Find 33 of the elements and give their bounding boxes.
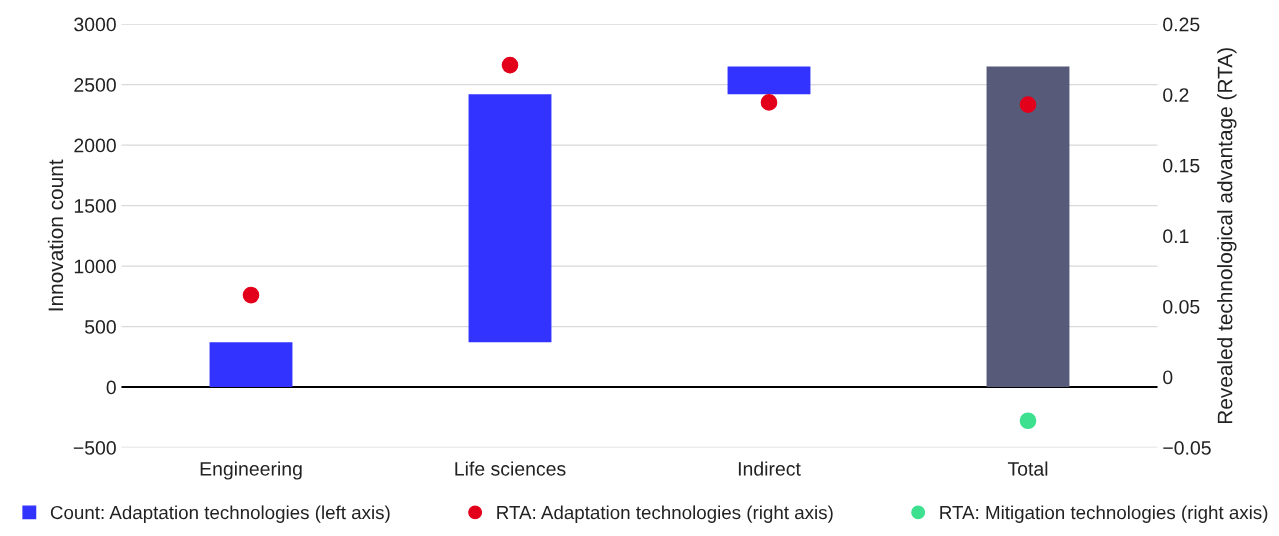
bar xyxy=(468,94,552,343)
legend-label: RTA: Adaptation technologies (right axis) xyxy=(497,505,833,523)
legend-label: Count: Adaptation technologies (left axis) xyxy=(50,505,390,523)
y2-tick-label: 0.2 xyxy=(1163,88,1189,102)
x-tick-label: Indirect xyxy=(738,461,801,476)
y-tick-label: 0 xyxy=(106,380,116,395)
y-axis-title: Innovation count xyxy=(47,159,64,311)
y2-tick-label: 0.1 xyxy=(1163,229,1189,244)
point xyxy=(1019,412,1037,430)
y-tick-label: 2000 xyxy=(74,138,116,153)
y-tick-label: 1000 xyxy=(74,259,116,274)
y-tick-label: 2500 xyxy=(74,78,116,92)
y2-tick-label: 0.25 xyxy=(1163,17,1200,32)
y2-tick-label: −0.05 xyxy=(1163,441,1211,455)
point xyxy=(242,286,260,304)
bar xyxy=(727,66,811,95)
y2-tick-label: 0 xyxy=(1163,370,1173,385)
point xyxy=(760,94,778,111)
bar xyxy=(986,66,1070,388)
y-tick-label: 3000 xyxy=(74,17,116,32)
point xyxy=(501,56,519,74)
y-tick-label: 500 xyxy=(84,320,116,334)
x-tick-label: Engineering xyxy=(200,461,302,480)
x-tick-label: Life sciences xyxy=(455,461,566,476)
bar xyxy=(209,342,293,388)
y2-axis-title: Revealed technological advantage (RTA) xyxy=(1217,48,1237,424)
y-tick-label: 1500 xyxy=(74,199,116,213)
x-tick-label: Total xyxy=(1007,461,1048,476)
y2-tick-label: 0.05 xyxy=(1163,299,1200,314)
legend-label: RTA: Mitigation technologies (right axis) xyxy=(940,505,1268,523)
point xyxy=(1019,96,1037,113)
y2-tick-label: 0.15 xyxy=(1163,158,1200,173)
y-tick-label: −500 xyxy=(73,441,116,455)
